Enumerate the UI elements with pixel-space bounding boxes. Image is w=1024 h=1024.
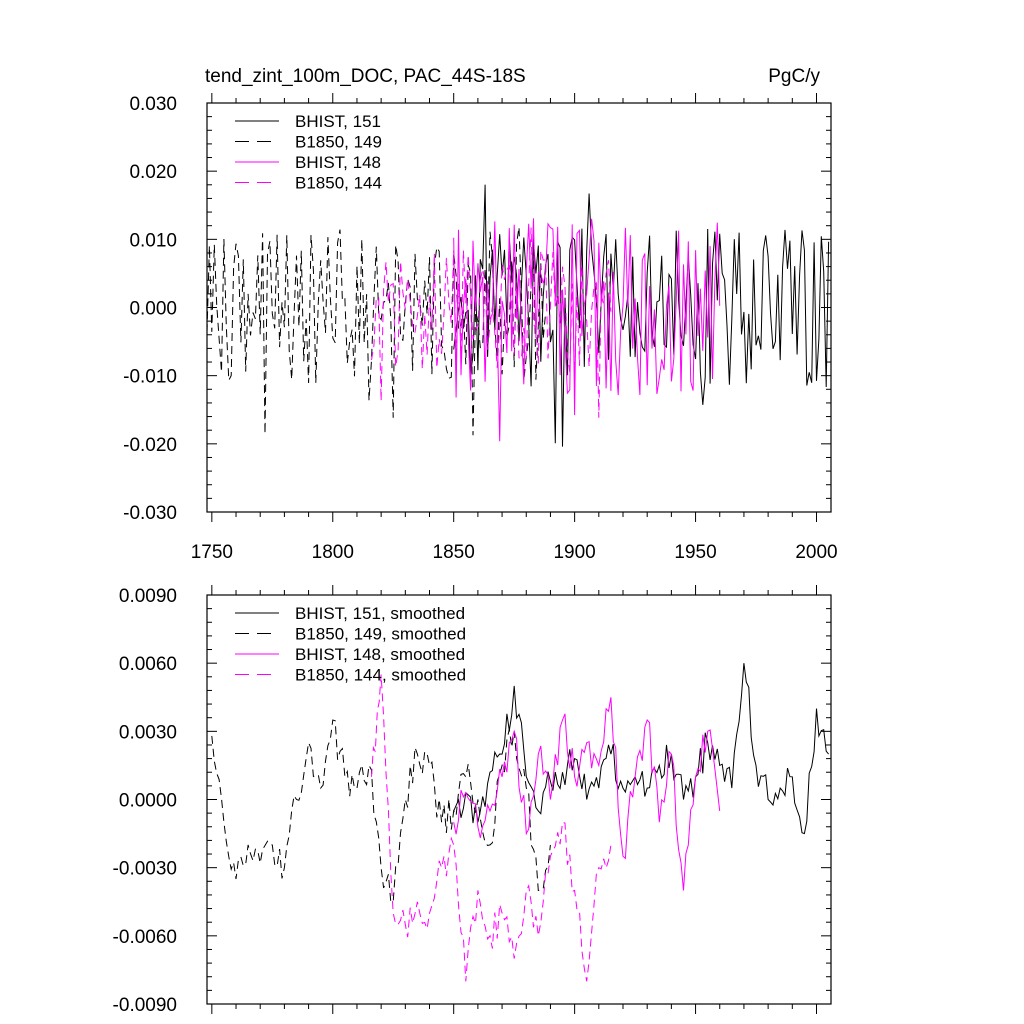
legend-label: B1850, 149 [295,133,382,152]
y-tick-label: -0.030 [123,503,177,524]
y-tick-label: 0.0060 [119,654,177,675]
legend-label: B1850, 144 [295,174,382,193]
x-tick-label: 1900 [553,542,595,563]
y-tick-label: 0.0090 [119,586,177,607]
x-tick-label: 1800 [312,542,354,563]
y-tick-label: 0.020 [129,162,177,183]
series-line [371,227,612,418]
y-tick-label: -0.0030 [113,859,177,880]
series-group [207,184,830,447]
legend-label: BHIST, 151, smoothed [295,604,465,623]
y-tick-label: -0.010 [123,367,177,388]
x-tick-label: 1850 [433,542,475,563]
x-tick-label: 1950 [674,542,716,563]
series-line [453,218,721,442]
series-line [453,663,829,835]
units-label: PgC/y [768,66,820,87]
y-tick-label: -0.0060 [113,927,177,948]
y-tick-label: 0.0000 [119,791,177,812]
series-line [207,227,547,436]
y-tick-label: 0.010 [129,230,177,251]
chart-title: tend_zint_100m_DOC, PAC_44S-18S [205,66,526,87]
legend-label: BHIST, 151 [295,112,381,131]
legend-label: B1850, 149, smoothed [295,625,466,644]
legend-label: B1850, 144, smoothed [295,666,466,685]
series-group [211,663,829,982]
legend-label: BHIST, 148 [295,153,381,172]
series-line [453,697,721,891]
series-line [211,719,551,903]
x-tick-label: 2000 [795,542,837,563]
y-tick-label: -0.0090 [113,995,177,1016]
y-tick-label: 0.030 [129,94,177,115]
y-tick-label: 0.000 [129,299,177,320]
legend-label: BHIST, 148, smoothed [295,645,465,664]
y-tick-label: -0.020 [123,435,177,456]
bottom-panel: 0.0090 0.0060 0.0030 0.0000 -0.0030 -0.0060 -0… [113,585,832,1016]
y-tick-label: 0.0030 [119,722,177,743]
top-panel: 0.030 0.020 0.010 0.000 -0.010 -0.020 -0.030 17… [123,93,838,563]
x-tick-label: 1750 [191,542,233,563]
series-line [371,674,612,982]
